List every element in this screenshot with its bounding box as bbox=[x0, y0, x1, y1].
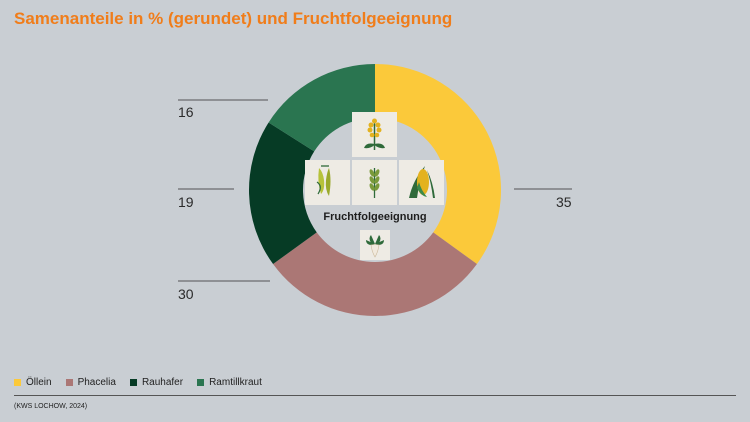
legend-swatch bbox=[197, 379, 205, 386]
legend-label: Rauhafer bbox=[141, 377, 184, 388]
value-label-ramtillkraut: 16 bbox=[178, 104, 194, 120]
slice-ramtillkraut bbox=[268, 63, 375, 152]
pea-icon bbox=[305, 160, 350, 205]
legend: Öllein Phacelia Rauhafer Ramtillkraut bbox=[14, 377, 262, 388]
legend-swatch bbox=[65, 379, 73, 386]
slice-phacelia bbox=[273, 232, 477, 317]
chart-title: Samenanteile in % (gerundet) und Fruchtf… bbox=[14, 9, 453, 28]
legend-item-ramtillkraut: Ramtillkraut bbox=[197, 377, 262, 388]
value-label-oellein: 35 bbox=[556, 194, 572, 210]
legend-swatch bbox=[129, 379, 137, 386]
value-label-phacelia: 30 bbox=[178, 286, 194, 302]
legend-item-oellein: Öllein bbox=[14, 377, 52, 388]
footer-divider bbox=[14, 395, 736, 396]
slice-rauhafer bbox=[249, 122, 317, 265]
legend-label: Ramtillkraut bbox=[209, 377, 262, 388]
center-label: Fruchtfolgeeignung bbox=[323, 211, 427, 223]
rapeseed-icon bbox=[352, 112, 397, 157]
beet-icon bbox=[360, 230, 390, 260]
source-note: (KWS LOCHOW, 2024) bbox=[14, 403, 88, 410]
corn-icon bbox=[399, 160, 444, 205]
legend-swatch bbox=[14, 379, 21, 386]
grain-icon bbox=[352, 160, 397, 205]
legend-item-rauhafer: Rauhafer bbox=[129, 377, 184, 388]
legend-label: Phacelia bbox=[77, 377, 116, 388]
legend-label: Öllein bbox=[26, 377, 52, 388]
legend-item-phacelia: Phacelia bbox=[65, 377, 116, 388]
slice-oellein bbox=[375, 64, 502, 265]
value-label-rauhafer: 19 bbox=[178, 194, 194, 210]
